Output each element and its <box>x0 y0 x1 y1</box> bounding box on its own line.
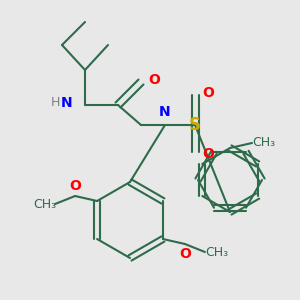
Text: O: O <box>69 179 81 193</box>
Text: CH₃: CH₃ <box>205 245 229 259</box>
Text: N: N <box>61 96 73 110</box>
Text: S: S <box>189 116 201 134</box>
Text: O: O <box>148 73 160 87</box>
Text: H: H <box>50 97 60 110</box>
Text: O: O <box>202 147 214 161</box>
Text: O: O <box>179 247 191 261</box>
Text: CH₃: CH₃ <box>252 136 276 149</box>
Text: CH₃: CH₃ <box>34 197 57 211</box>
Text: N: N <box>159 105 171 119</box>
Text: O: O <box>202 86 214 100</box>
